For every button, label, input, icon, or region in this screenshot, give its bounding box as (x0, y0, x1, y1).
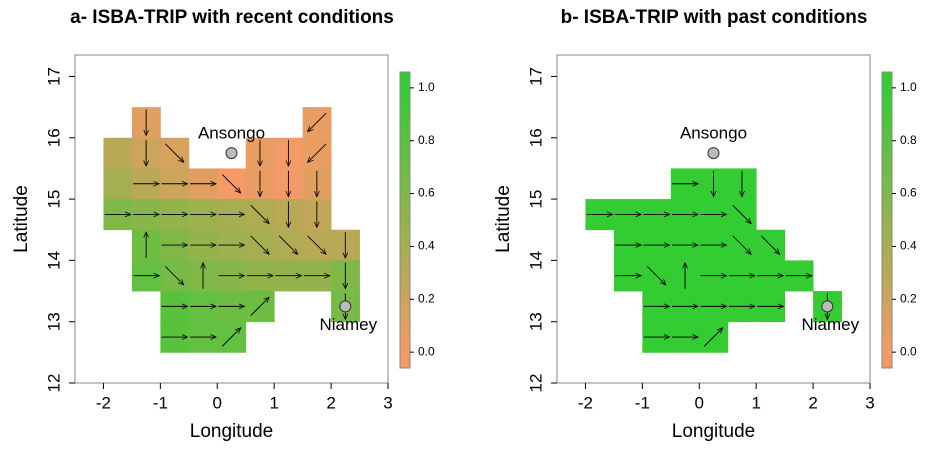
colorbar-tick-label: 0.4 (418, 239, 435, 253)
flow-arrow (307, 235, 326, 254)
colorbar-tick-label: 0.0 (418, 344, 435, 358)
grid-cell (103, 168, 133, 200)
y-tick-label: 14 (44, 251, 63, 270)
y-tick-label: 17 (526, 67, 545, 86)
flow-arrow (250, 297, 269, 316)
site-label: Niamey (802, 315, 860, 334)
panel-title: b- ISBA-TRIP with past conditions (561, 7, 868, 28)
x-tick-label: -1 (635, 393, 650, 412)
flow-arrow (732, 235, 751, 254)
y-tick-label: 14 (526, 251, 545, 270)
colorbar (399, 71, 411, 369)
y-tick-label: 17 (44, 67, 63, 86)
flow-arrow (221, 174, 240, 193)
flow-arrow (250, 235, 269, 254)
colorbar-tick-label: 0.0 (900, 344, 917, 358)
colorbar-tick-label: 0.4 (900, 239, 917, 253)
x-tick-label: -2 (578, 393, 593, 412)
colorbar-tick-label: 0.8 (418, 133, 435, 147)
flow-arrow (221, 328, 240, 347)
x-tick-label: 3 (383, 393, 392, 412)
site-marker (707, 147, 720, 160)
panel-title: a- ISBA-TRIP with recent conditions (70, 7, 394, 28)
colorbar-tick-label: 0.6 (900, 186, 917, 200)
colorbar-tick-label: 1.0 (900, 80, 917, 94)
site-label: Ansongo (198, 124, 265, 143)
colorbar-tick-label: 1.0 (418, 80, 435, 94)
y-axis-label: Latitude (493, 185, 514, 253)
site-label: Ansongo (680, 124, 747, 143)
flow-arrow (647, 266, 665, 284)
plot-frame (556, 54, 871, 384)
x-tick-label: -2 (96, 393, 111, 412)
colorbar-tick-label: 0.6 (418, 186, 435, 200)
y-tick-label: 13 (526, 312, 545, 331)
x-tick-label: 1 (751, 393, 760, 412)
flow-arrow (308, 143, 327, 162)
x-tick-label: 2 (808, 393, 817, 412)
flow-arrow (278, 235, 297, 254)
flow-arrow (165, 143, 183, 162)
flow-arrow (703, 328, 722, 347)
colorbar-tick-label: 0.8 (900, 133, 917, 147)
colorbar (881, 71, 893, 369)
site-marker (225, 147, 238, 160)
y-tick-label: 15 (44, 190, 63, 209)
y-tick-label: 16 (44, 128, 63, 147)
x-tick-label: 3 (865, 393, 874, 412)
flow-arrow (165, 266, 183, 284)
y-tick-label: 12 (526, 374, 545, 393)
plot-frame (74, 54, 389, 384)
flow-arrow (760, 235, 779, 254)
flow-arrow (250, 204, 269, 223)
x-tick-label: 1 (269, 393, 278, 412)
grid-cell (103, 137, 133, 169)
y-tick-label: 12 (44, 374, 63, 393)
site-marker (821, 300, 834, 313)
y-tick-label: 16 (526, 128, 545, 147)
y-tick-label: 13 (44, 312, 63, 331)
flow-arrow (732, 204, 751, 223)
x-tick-label: 0 (213, 393, 222, 412)
x-axis-label: Longitude (672, 421, 755, 442)
y-tick-label: 15 (526, 190, 545, 209)
x-tick-label: -1 (153, 393, 168, 412)
site-marker (339, 300, 352, 313)
x-axis-label: Longitude (190, 421, 273, 442)
site-label: Niamey (320, 315, 378, 334)
colorbar-tick-label: 0.2 (900, 291, 917, 305)
x-tick-label: 2 (326, 393, 335, 412)
colorbar-tick-label: 0.2 (418, 291, 435, 305)
flow-arrow (308, 112, 327, 131)
x-tick-label: 0 (695, 393, 704, 412)
y-axis-label: Latitude (11, 185, 32, 253)
